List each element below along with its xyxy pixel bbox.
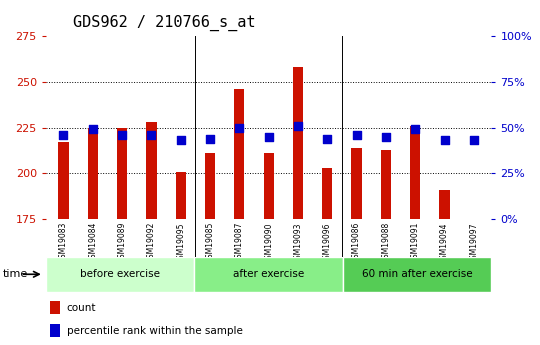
Text: GSM19094: GSM19094 xyxy=(440,222,449,264)
Bar xyxy=(117,128,127,219)
Bar xyxy=(381,150,391,219)
Point xyxy=(177,138,185,143)
Text: GSM19096: GSM19096 xyxy=(323,222,332,264)
Bar xyxy=(234,89,245,219)
Text: GSM19091: GSM19091 xyxy=(411,222,420,264)
Bar xyxy=(46,257,194,292)
Point xyxy=(352,132,361,138)
Bar xyxy=(176,171,186,219)
Bar xyxy=(343,257,491,292)
Text: after exercise: after exercise xyxy=(233,269,304,279)
Bar xyxy=(293,67,303,219)
Text: 60 min after exercise: 60 min after exercise xyxy=(362,269,472,279)
Point xyxy=(294,123,302,129)
Point xyxy=(206,136,214,141)
Bar xyxy=(87,128,98,219)
Text: GSM19092: GSM19092 xyxy=(147,222,156,264)
Text: percentile rank within the sample: percentile rank within the sample xyxy=(67,326,242,336)
Text: GSM19093: GSM19093 xyxy=(293,222,302,264)
Text: GSM19090: GSM19090 xyxy=(264,222,273,264)
Text: before exercise: before exercise xyxy=(80,269,160,279)
Bar xyxy=(322,168,333,219)
Point xyxy=(323,136,332,141)
Text: GSM19083: GSM19083 xyxy=(59,222,68,264)
Point xyxy=(411,127,420,132)
Point xyxy=(89,127,97,132)
Point xyxy=(265,134,273,140)
Text: GSM19089: GSM19089 xyxy=(118,222,126,264)
Text: GDS962 / 210766_s_at: GDS962 / 210766_s_at xyxy=(73,14,255,30)
Text: GSM19085: GSM19085 xyxy=(206,222,214,264)
Text: GSM19084: GSM19084 xyxy=(89,222,97,264)
Text: GSM19097: GSM19097 xyxy=(469,222,478,264)
Bar xyxy=(146,122,157,219)
Bar xyxy=(264,153,274,219)
Point xyxy=(235,125,244,130)
Bar xyxy=(58,142,69,219)
Point xyxy=(118,132,126,138)
Point xyxy=(147,132,156,138)
Bar xyxy=(440,190,450,219)
Bar xyxy=(205,153,215,219)
Bar xyxy=(194,257,343,292)
Bar xyxy=(50,301,60,314)
Text: GSM19087: GSM19087 xyxy=(235,222,244,264)
Bar xyxy=(410,126,420,219)
Text: time: time xyxy=(3,269,28,279)
Text: GSM19088: GSM19088 xyxy=(381,222,390,263)
Point xyxy=(382,134,390,140)
Text: GSM19095: GSM19095 xyxy=(176,222,185,264)
Text: count: count xyxy=(67,303,96,313)
Text: GSM19086: GSM19086 xyxy=(352,222,361,264)
Point xyxy=(440,138,449,143)
Bar xyxy=(50,324,60,337)
Bar xyxy=(352,148,362,219)
Point xyxy=(469,138,478,143)
Point xyxy=(59,132,68,138)
